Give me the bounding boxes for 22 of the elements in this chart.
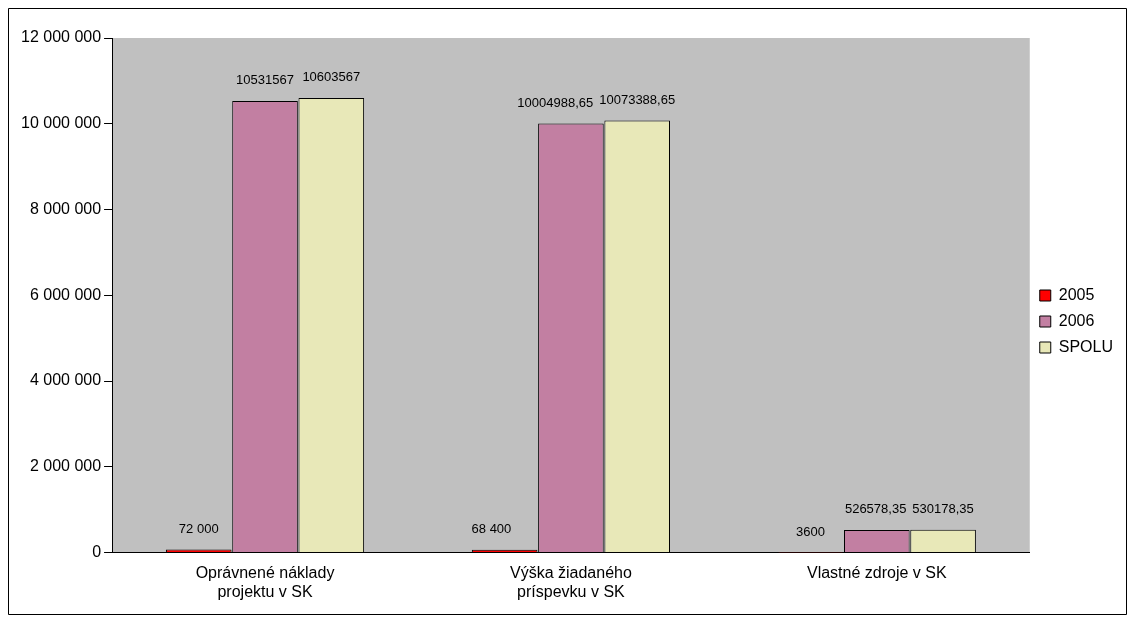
data-label: 10603567 <box>302 68 361 84</box>
y-tick-label: 4 000 000 <box>29 371 102 389</box>
data-label: 72 000 <box>178 520 219 536</box>
data-label: 68 400 <box>471 520 512 536</box>
data-label: 10073388,65 <box>599 91 676 107</box>
y-tick-label: 8 000 000 <box>29 199 102 217</box>
y-tick-label: 10 000 000 <box>21 114 102 132</box>
x-tick-label: Vlastné zdroje v SK <box>807 563 947 581</box>
legend-label: SPOLU <box>1058 337 1114 355</box>
y-tick-label: 2 000 000 <box>29 457 102 475</box>
x-tick-label: Výška žiadaného príspevku v SK <box>509 563 632 600</box>
data-label: 526578,35 <box>844 501 907 517</box>
y-tick-label: 12 000 000 <box>21 28 102 46</box>
y-tick-label: 6 000 000 <box>29 285 102 303</box>
x-tick-label: Oprávnené náklady projektu v SK <box>195 563 335 600</box>
data-label: 3600 <box>796 523 825 539</box>
data-label: 10004988,65 <box>517 94 594 110</box>
y-tick-label: 0 <box>92 543 102 561</box>
legend-label: 2006 <box>1058 311 1095 329</box>
data-label: 10531567 <box>236 72 294 88</box>
legend-label: 2005 <box>1058 285 1095 303</box>
data-label: 530178,35 <box>912 500 974 516</box>
